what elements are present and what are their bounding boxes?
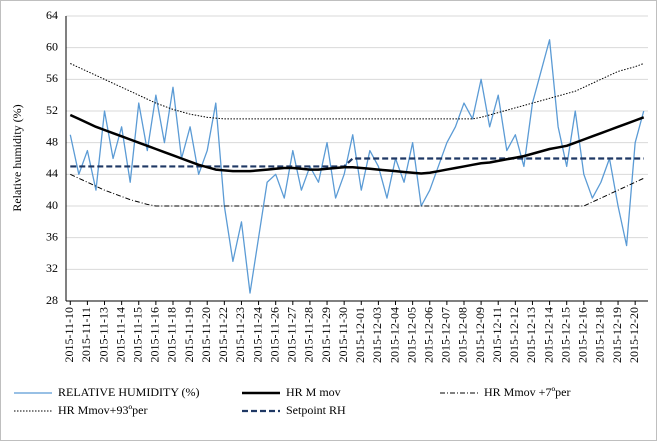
legend-label: RELATIVE HUMIDITY (%) [58,385,200,399]
x-tick-label: 2015-11-18 [165,307,179,363]
x-tick-label: 2015-12-14 [541,307,555,363]
y-tick-label: 48 [46,134,58,148]
x-tick-label: 2015-11-30 [336,307,350,363]
x-tick-label: 2015-11-13 [96,307,110,363]
x-tick-label: 2015-11-23 [233,307,247,363]
series-line [69,39,645,294]
x-tick-label: 2015-11-26 [267,307,281,363]
x-tick-label: 2015-12-04 [387,307,401,363]
legend-label: Setpoint RH [286,403,346,417]
x-tick-label: 2015-12-03 [370,307,384,363]
x-tick-label: 2015-12-16 [576,307,590,363]
series-line [70,157,644,168]
y-tick-label: 44 [46,166,58,180]
y-tick-label: 32 [46,261,58,275]
x-tick-label: 2015-11-29 [319,307,333,363]
x-tick-label: 2015-11-22 [216,307,230,363]
series-line [70,173,644,207]
x-tick-label: 2015-11-24 [250,307,264,363]
x-tick-label: 2015-11-10 [62,307,76,363]
y-tick-label: 28 [46,293,58,307]
x-tick-label: 2015-11-15 [131,307,145,363]
y-tick-label: 40 [46,198,58,212]
x-tick-label: 2015-12-06 [422,307,436,363]
y-tick-label: 64 [46,8,58,22]
x-tick-label: 2015-12-11 [490,307,504,363]
legend-label: HR Mmov+93ºper [58,403,147,417]
x-tick-label: 2015-11-28 [302,307,316,363]
x-tick-label: 2015-11-19 [182,307,196,363]
x-tick-label: 2015-12-13 [524,307,538,363]
x-tick-label: 2015-12-15 [558,307,572,363]
x-tick-label: 2015-11-11 [79,307,93,362]
x-tick-label: 2015-11-27 [285,307,299,363]
y-axis-label: Relative humidity (%) [10,104,24,211]
x-tick-label: 2015-12-01 [353,307,367,363]
legend-label: HR Mmov +7ºper [484,385,570,399]
series-line [69,113,645,175]
series-line [70,63,644,120]
x-tick-label: 2015-11-14 [113,307,127,363]
x-tick-label: 2015-12-20 [627,307,641,363]
x-tick-label: 2015-11-16 [148,307,162,363]
x-tick-label: 2015-12-05 [404,307,418,363]
x-tick-label: 2015-12-08 [456,307,470,363]
y-tick-label: 36 [46,229,58,243]
y-tick-label: 52 [46,103,58,117]
x-tick-label: 2015-12-09 [473,307,487,363]
y-tick-label: 60 [46,39,58,53]
x-tick-label: 2015-12-12 [507,307,521,363]
x-tick-label: 2015-12-18 [593,307,607,363]
x-tick-label: 2015-12-07 [439,307,453,363]
legend-label: HR M mov [286,385,341,399]
x-tick-label: 2015-11-20 [199,307,213,363]
x-tick-label: 2015-12-19 [610,307,624,363]
y-tick-label: 56 [46,71,58,85]
